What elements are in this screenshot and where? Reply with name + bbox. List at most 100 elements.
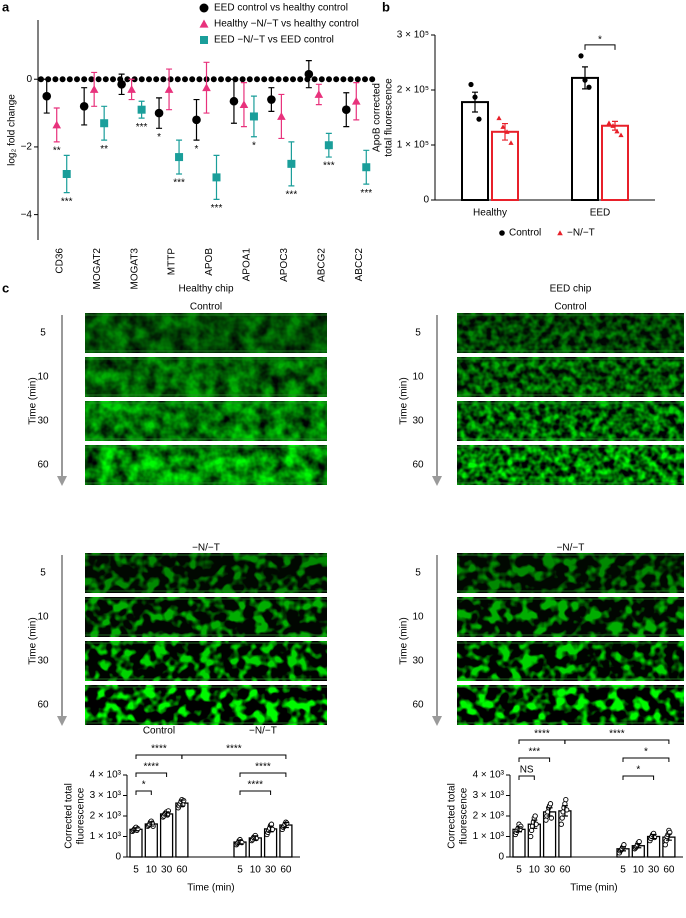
data-point xyxy=(496,115,502,121)
data-point xyxy=(610,123,616,128)
y-axis-label: ApoB corrected xyxy=(372,83,383,152)
significance-label: * xyxy=(157,132,161,143)
micrograph xyxy=(85,685,327,725)
time-label: 30 xyxy=(37,416,49,427)
time-label: 30 xyxy=(412,416,424,427)
x-tick-label: 5 xyxy=(620,865,626,876)
x-tick-label: ABCC2 xyxy=(354,248,365,282)
significance-label: *** xyxy=(528,747,540,758)
significance-bracket xyxy=(181,754,287,759)
data-point xyxy=(202,83,211,92)
significance-label: * xyxy=(644,747,648,758)
time-axis-label: Time (min) xyxy=(399,377,410,424)
condition-label: −N/−T xyxy=(557,543,585,554)
data-point xyxy=(89,85,99,93)
panel-label: c xyxy=(2,280,9,295)
x-tick-label: 30 xyxy=(544,865,556,876)
data-point xyxy=(304,69,314,79)
micrograph xyxy=(85,445,327,485)
y-axis-label: log₂ fold change xyxy=(7,94,18,166)
error-bar xyxy=(178,799,185,807)
micrograph xyxy=(457,641,684,681)
time-label: 30 xyxy=(37,656,49,667)
y-tick-label: 1 × 10⁵ xyxy=(397,140,429,151)
condition-label: −N/−T xyxy=(192,543,220,554)
bar xyxy=(491,130,519,201)
error-bar xyxy=(252,835,259,841)
significance-label: *** xyxy=(173,178,185,189)
x-tick-label: APOB xyxy=(204,248,215,276)
data-point xyxy=(175,153,184,162)
data-point xyxy=(212,173,221,182)
x-tick-label: 60 xyxy=(663,865,675,876)
y-axis-label: Corrected total xyxy=(64,783,75,849)
time-label: 5 xyxy=(40,328,46,339)
error-bar xyxy=(282,821,289,829)
significance-bracket xyxy=(135,790,152,795)
y-tick-label: 2 × 10⁵ xyxy=(397,85,429,96)
legend-label: Control xyxy=(509,228,541,239)
legend-marker xyxy=(199,19,209,28)
x-tick-label: MOGAT2 xyxy=(92,248,103,290)
x-tick-label: APOC3 xyxy=(279,248,290,282)
time-axis-label: Time (min) xyxy=(28,377,39,424)
significance-label: ** xyxy=(53,145,61,156)
panel-label: a xyxy=(2,0,10,14)
data-point xyxy=(528,833,534,840)
time-label: 60 xyxy=(412,460,424,471)
error-bar xyxy=(665,833,672,841)
data-point xyxy=(500,124,506,129)
x-tick-label: CD36 xyxy=(54,248,65,274)
x-tick-label: 60 xyxy=(280,865,292,876)
legend-label: Healthy −N/−T vs healthy control xyxy=(214,19,359,30)
significance-bracket xyxy=(622,775,655,780)
data-point xyxy=(127,85,136,93)
error-bar xyxy=(546,807,553,817)
significance-bracket xyxy=(622,757,670,762)
significance-bracket xyxy=(239,772,287,777)
y-axis-label: total fluorescence xyxy=(384,78,395,157)
data-point xyxy=(314,90,324,98)
data-point xyxy=(468,81,474,88)
x-tick-label: MOGAT3 xyxy=(129,248,140,290)
data-point xyxy=(100,119,109,128)
error-bar xyxy=(267,825,274,833)
micrograph xyxy=(457,553,684,593)
data-point xyxy=(563,796,569,803)
time-label: 5 xyxy=(415,328,421,339)
x-tick-label: 5 xyxy=(516,865,522,876)
x-tick-label: 10 xyxy=(529,865,541,876)
data-point xyxy=(341,105,351,114)
data-point xyxy=(79,102,89,111)
significance-label: **** xyxy=(151,744,167,755)
y-axis-label: fluorescence xyxy=(76,787,87,844)
error-bar xyxy=(650,833,657,840)
significance-label: *** xyxy=(211,203,223,214)
y-axis-label: Corrected total xyxy=(447,783,458,849)
significance-label: ** xyxy=(100,144,108,155)
significance-bracket xyxy=(518,757,551,762)
legend-label: −N/−T xyxy=(567,228,595,239)
y-tick-label: −4 xyxy=(21,209,33,220)
x-tick-label: 5 xyxy=(133,865,139,876)
bar xyxy=(159,813,174,858)
data-point xyxy=(52,120,62,129)
time-label: 30 xyxy=(412,656,424,667)
x-tick-label: ABCG2 xyxy=(316,248,327,282)
significance-label: *** xyxy=(136,122,148,133)
data-point xyxy=(351,96,361,105)
micrograph xyxy=(85,401,327,441)
data-point xyxy=(578,53,584,59)
data-point xyxy=(547,801,554,807)
x-tick-label: 60 xyxy=(176,865,188,876)
data-point xyxy=(508,140,514,145)
data-point xyxy=(558,821,564,827)
significance-label: **** xyxy=(255,762,271,773)
error-bar xyxy=(237,839,243,845)
data-point xyxy=(532,813,538,819)
micrograph xyxy=(457,313,684,353)
data-point xyxy=(277,112,286,120)
significance-bracket xyxy=(135,772,168,777)
data-point xyxy=(42,91,52,101)
data-point xyxy=(249,112,258,121)
